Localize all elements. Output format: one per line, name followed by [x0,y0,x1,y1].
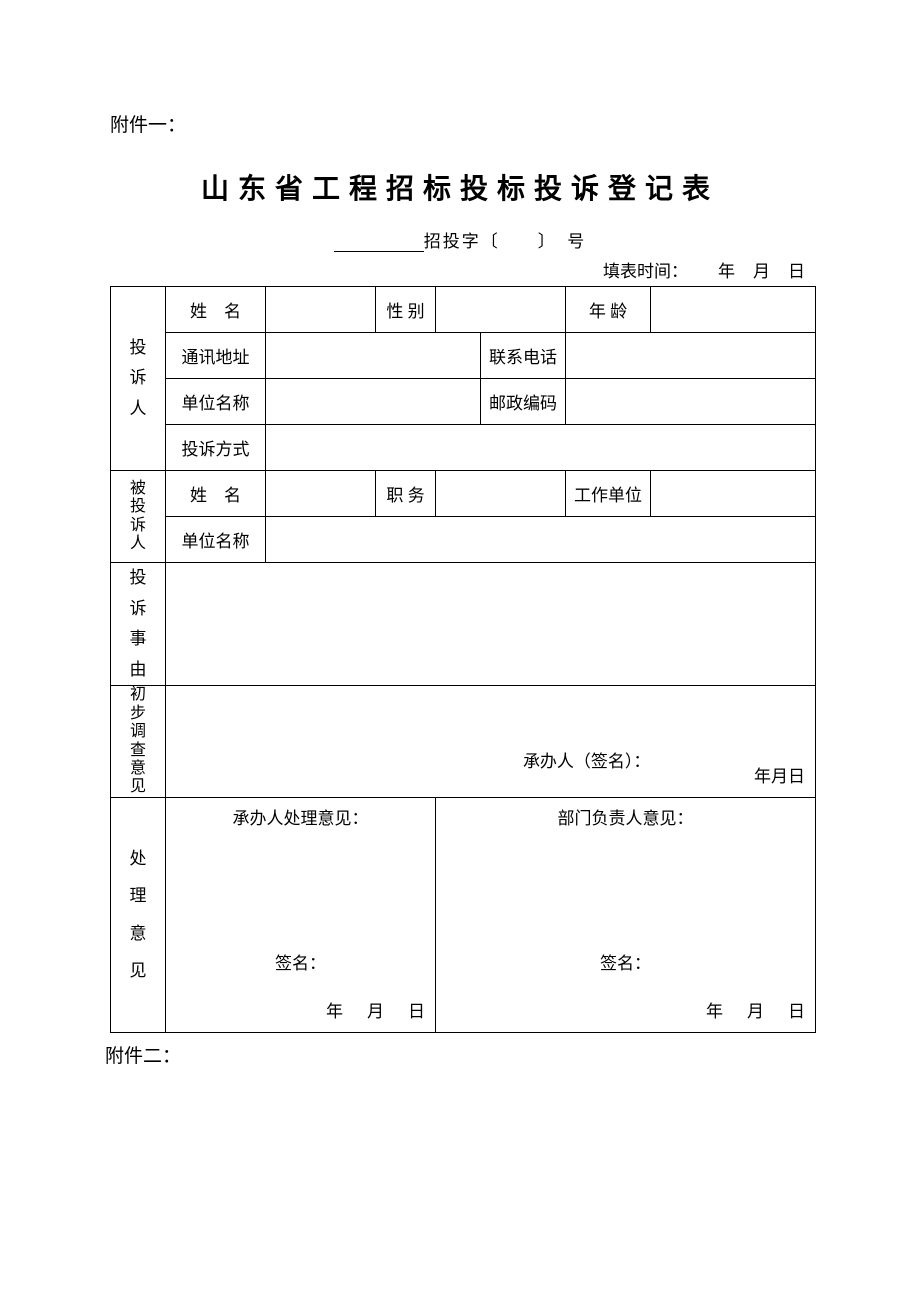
method-value[interactable] [266,425,816,471]
registration-table: 投诉人 姓 名 性 别 年 龄 通讯地址 联系电话 单位名称 邮政编码 投诉方式 [110,286,816,1033]
resp-workunit-label: 工作单位 [566,471,651,517]
dept-opinion-cell[interactable]: 部门负责人意见： 签名： 年月日 [436,797,816,1032]
respondent-section-label: 被投诉人 [111,471,166,563]
resp-org-label: 单位名称 [166,517,266,563]
attachment-two-label: 附件二： [105,1041,810,1068]
org-value[interactable] [266,379,481,425]
age-value[interactable] [651,287,816,333]
handler-sign-label: 签名： [176,949,425,974]
name-label: 姓 名 [166,287,266,333]
handler-date: 年月日 [326,997,425,1022]
org-label: 单位名称 [166,379,266,425]
dept-sign-label: 签名： [446,949,805,974]
survey-value[interactable]: 承办人（签名）： 年月日 [166,686,816,797]
phone-value[interactable] [566,333,816,379]
handler-opinion-label: 承办人处理意见： [176,804,425,829]
address-label: 通讯地址 [166,333,266,379]
gender-value[interactable] [436,287,566,333]
age-label: 年 龄 [566,287,651,333]
fill-time-line: 填表时间：年月日 [110,257,810,282]
attachment-one-label: 附件一： [110,110,810,137]
survey-date: 年月日 [754,762,805,787]
resp-workunit-value[interactable] [651,471,816,517]
resp-post-value[interactable] [436,471,566,517]
survey-sign-label: 承办人（签名）： [523,747,651,772]
reason-section-label: 投诉事由 [111,563,166,686]
resp-post-label: 职 务 [376,471,436,517]
complainant-section-label: 投诉人 [111,287,166,471]
phone-label: 联系电话 [481,333,566,379]
dept-opinion-label: 部门负责人意见： [446,804,805,829]
main-title: 山东省工程招标投标投诉登记表 [110,167,810,207]
resp-org-value[interactable] [266,517,816,563]
postcode-label: 邮政编码 [481,379,566,425]
handler-opinion-cell[interactable]: 承办人处理意见： 签名： 年月日 [166,797,436,1032]
resp-name-value[interactable] [266,471,376,517]
reason-value[interactable] [166,563,816,686]
resp-name-label: 姓 名 [166,471,266,517]
name-value[interactable] [266,287,376,333]
handling-section-label: 处理意见 [111,797,166,1032]
gender-label: 性 别 [376,287,436,333]
doc-number-line: 招投字〔 〕 号 [110,227,810,252]
survey-section-label: 初步调查意见 [111,686,166,797]
postcode-value[interactable] [566,379,816,425]
method-label: 投诉方式 [166,425,266,471]
dept-date: 年月日 [706,997,805,1022]
address-value[interactable] [266,333,481,379]
